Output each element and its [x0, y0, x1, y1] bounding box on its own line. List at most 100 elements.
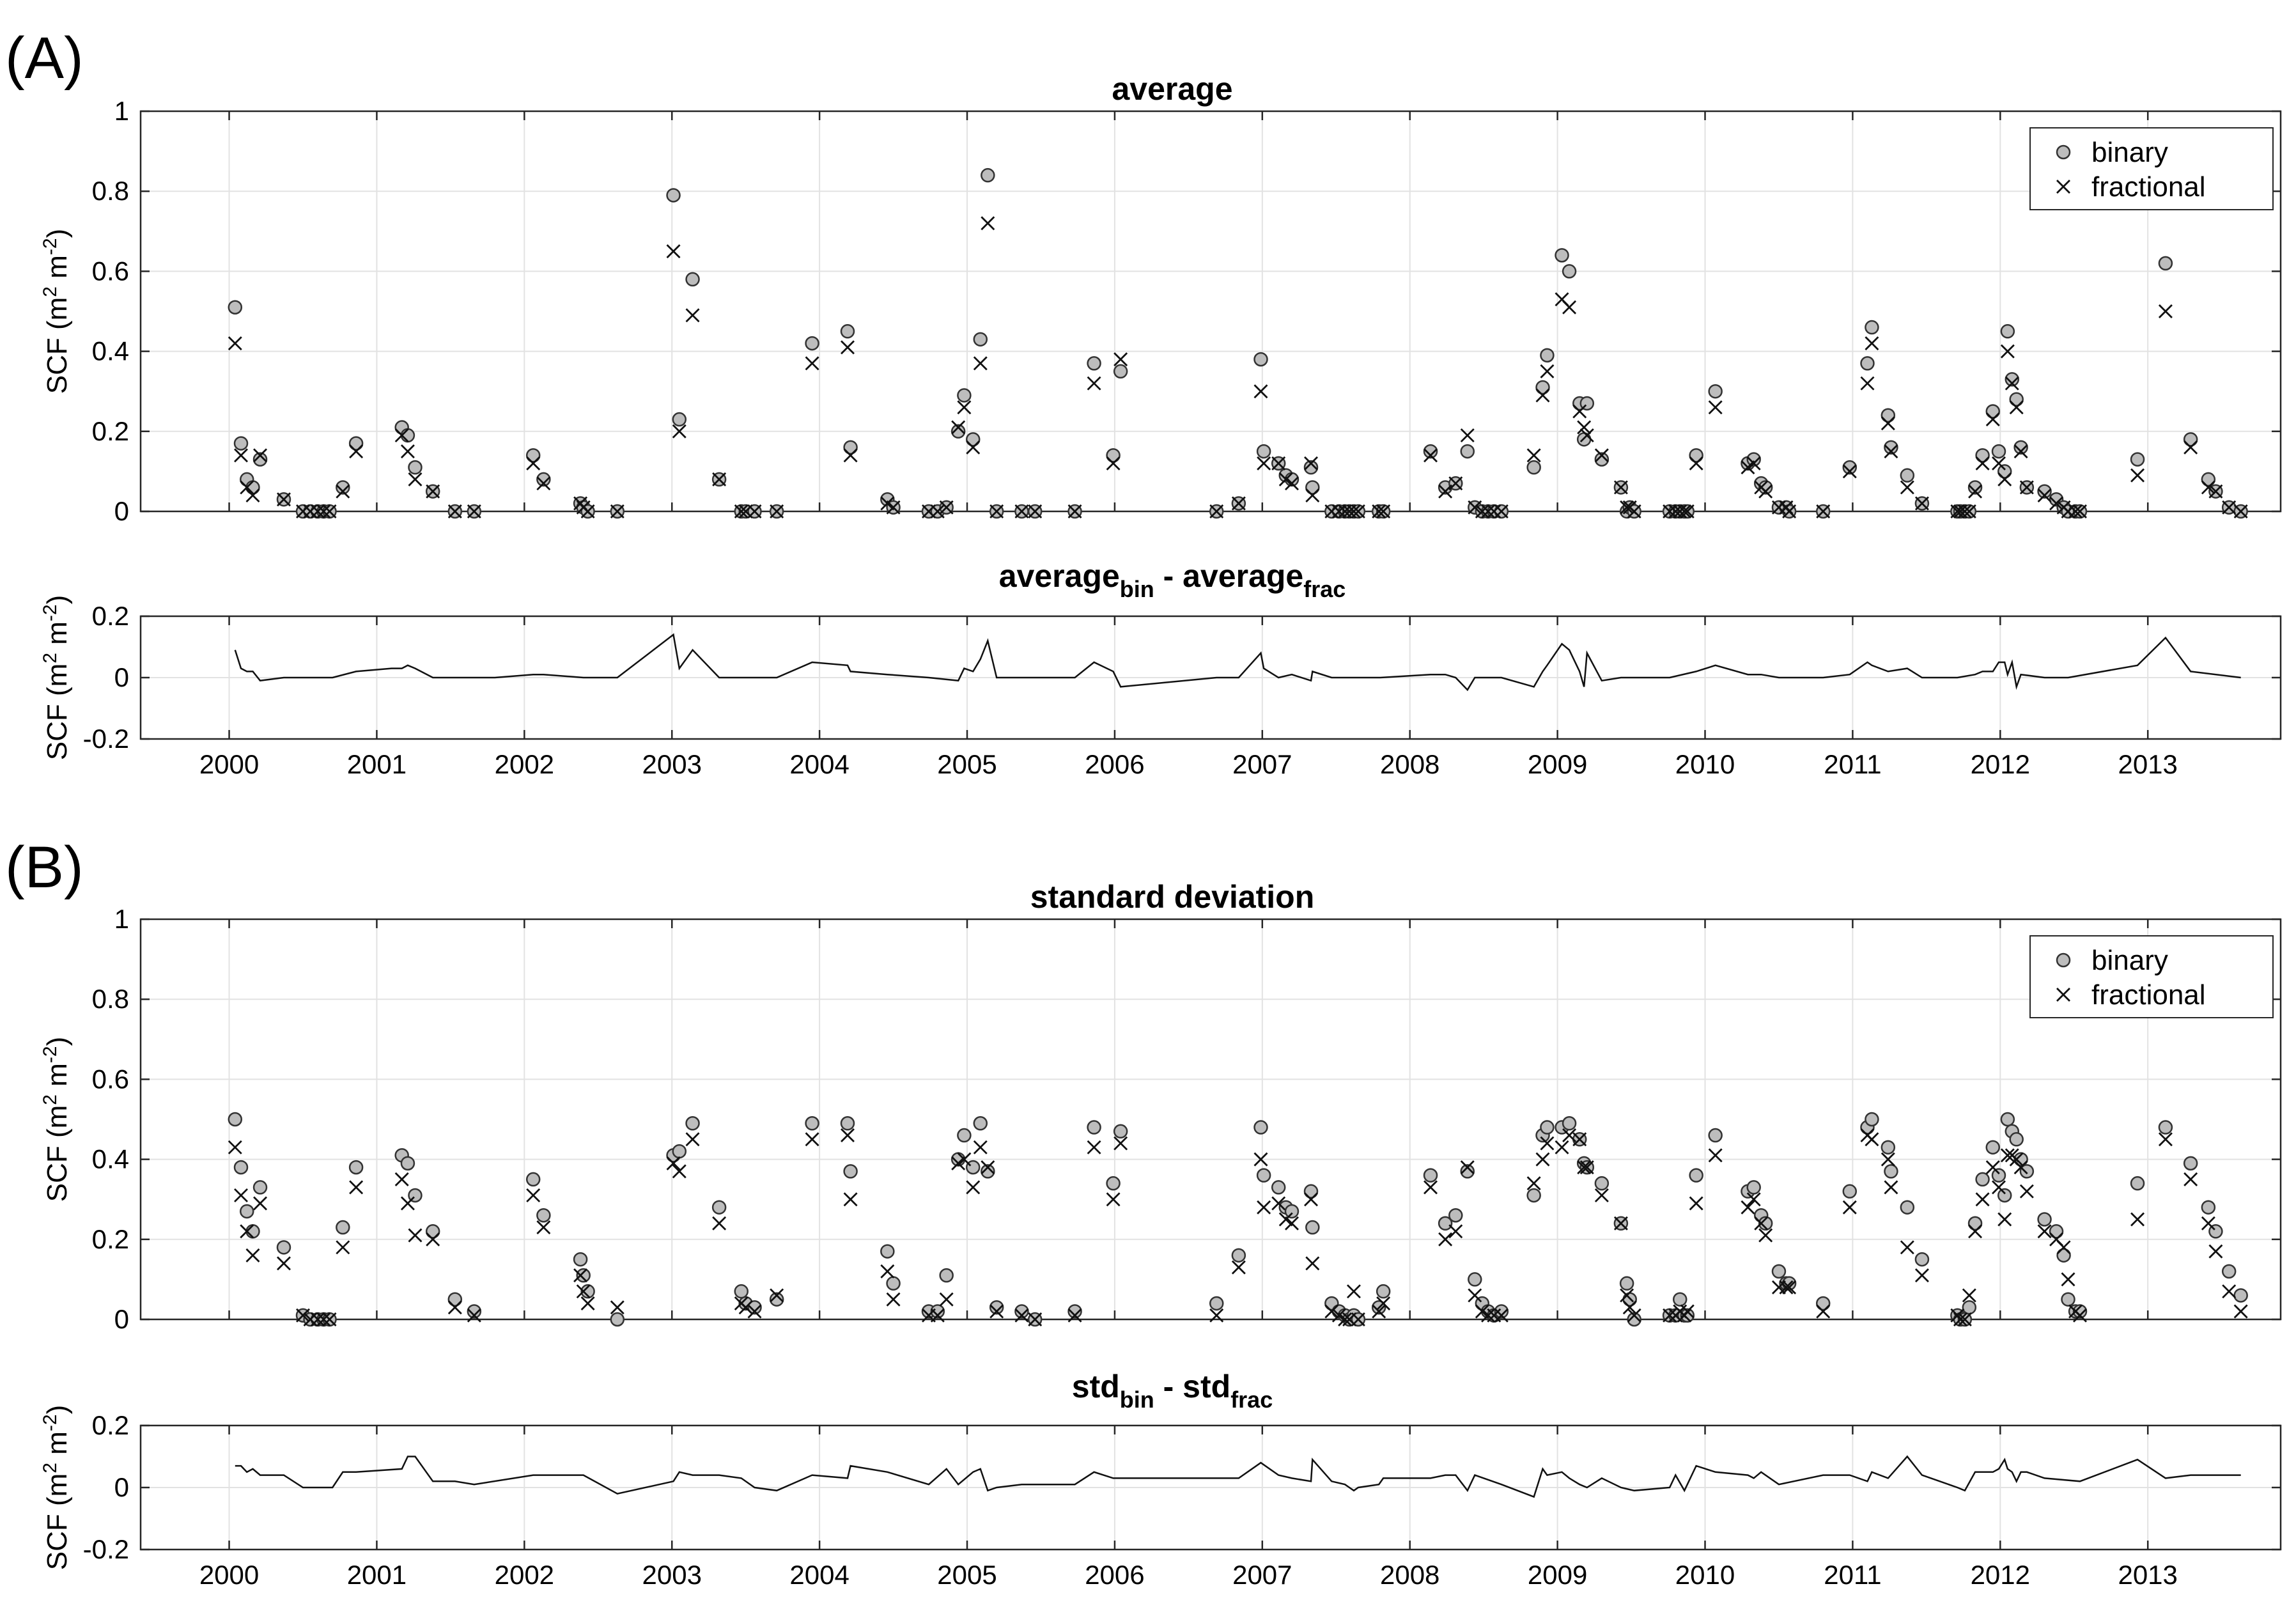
binary-point [1975, 448, 1990, 463]
binary-point [348, 1160, 364, 1175]
binary-point [1985, 1140, 2001, 1155]
y-axis-label-part: m [42, 1105, 73, 1129]
binary-point [2130, 1176, 2145, 1191]
fractional-point [228, 1140, 242, 1154]
fractional-point [805, 1132, 819, 1147]
binary-point [1540, 348, 1555, 363]
binary-point [1535, 380, 1550, 395]
binary-point [467, 1304, 482, 1319]
binary-point [1865, 320, 1879, 335]
y-axis-label-part: m [42, 1431, 73, 1463]
x-stroke [276, 492, 291, 507]
binary-point [576, 1268, 591, 1283]
fractional-point [1526, 448, 1541, 463]
x-tick-label: 2012 [1971, 1560, 2030, 1590]
fractional-point [526, 456, 541, 470]
binary-point [1303, 460, 1319, 475]
binary-point [1448, 1208, 1463, 1223]
x-stroke [2056, 180, 2070, 194]
fractional-point [1746, 456, 1761, 470]
x-stroke [1572, 404, 1587, 419]
binary-point [1758, 480, 1773, 495]
x-stroke [580, 1296, 595, 1310]
fractional-point [1481, 1308, 1496, 1323]
binary-point [1881, 408, 1896, 423]
fractional-point [2037, 488, 2052, 502]
x-stroke [1884, 444, 1898, 459]
x-tick-label: 2011 [1824, 749, 1881, 779]
x-stroke [966, 1180, 981, 1195]
fractional-point [2019, 1184, 2034, 1199]
y-axis-label-part: ) [42, 229, 73, 238]
fractional-point [1881, 416, 1895, 431]
y-tick-label: 0 [114, 496, 129, 526]
x-stroke [426, 484, 440, 499]
x-stroke [973, 356, 988, 371]
plot-title-part: bin [1120, 576, 1154, 602]
fractional-point [672, 424, 686, 439]
x-stroke [685, 308, 700, 323]
x-stroke [311, 504, 325, 518]
binary-point [1562, 1116, 1577, 1131]
x-stroke [2037, 488, 2052, 502]
binary-point [1967, 480, 1983, 495]
fractional-point [981, 216, 995, 231]
fractional-point [1562, 1128, 1577, 1143]
fractional-point [1351, 1312, 1365, 1326]
fractional-point [1975, 1192, 1990, 1207]
fractional-point [349, 1180, 364, 1195]
legend-fractional-label: fractional [2091, 979, 2206, 1011]
x-stroke [234, 448, 248, 463]
x-stroke [2130, 468, 2145, 483]
fractional-point [1481, 504, 1496, 518]
x-stroke [1758, 484, 1773, 499]
y-tick-label: 0.6 [92, 1064, 129, 1094]
x-stroke [2208, 484, 2223, 499]
binary-point [1865, 1112, 1879, 1127]
binary-point [1014, 1304, 1029, 1319]
x-stroke [400, 444, 415, 459]
legend-fractional-label: fractional [2091, 171, 2206, 203]
x-stroke [1438, 484, 1453, 499]
binary-point [239, 1204, 254, 1219]
fractional-point [1689, 456, 1703, 470]
x-stroke [2013, 1160, 2028, 1175]
difference-line [235, 1455, 2241, 1498]
fractional-point [1067, 504, 1082, 518]
binary-point [580, 1284, 595, 1299]
fractional-point [2000, 1148, 2015, 1163]
binary-point [1680, 1308, 1695, 1323]
binary-point [843, 1164, 858, 1179]
binary-point [1842, 460, 1858, 475]
x-stroke [2000, 344, 2015, 359]
fractional-point [2072, 504, 2087, 518]
binary-point [981, 167, 995, 183]
x-stroke [843, 1192, 858, 1207]
fractional-point [1881, 1152, 1895, 1167]
fractional-point [408, 472, 423, 486]
x-stroke [1468, 1288, 1482, 1303]
fractional-point [1985, 1160, 2000, 1175]
y-axis-label-part: -2 [40, 238, 61, 255]
fractional-point [1460, 428, 1475, 443]
x-stroke [2233, 1304, 2248, 1319]
fractional-point [685, 1132, 700, 1147]
fractional-point [1689, 1196, 1703, 1211]
binary-point [2056, 1248, 2071, 1263]
x-stroke [234, 1188, 248, 1202]
binary-point [1305, 480, 1320, 495]
fractional-point [770, 504, 784, 518]
plot-title-part: frac [1303, 576, 1346, 602]
fractional-point [240, 480, 254, 495]
x-stroke [2130, 1212, 2145, 1227]
fractional-point [276, 492, 291, 507]
y-axis-label: SCF (m2 m-2) [40, 1405, 73, 1570]
fractional-point [685, 308, 700, 323]
binary-point [966, 432, 981, 447]
y-tick-label: 0.4 [92, 336, 129, 366]
fractional-point [738, 1300, 753, 1315]
fractional-point [1708, 1148, 1723, 1163]
fractional-point [253, 448, 268, 463]
x-tick-label: 2004 [789, 1560, 849, 1590]
